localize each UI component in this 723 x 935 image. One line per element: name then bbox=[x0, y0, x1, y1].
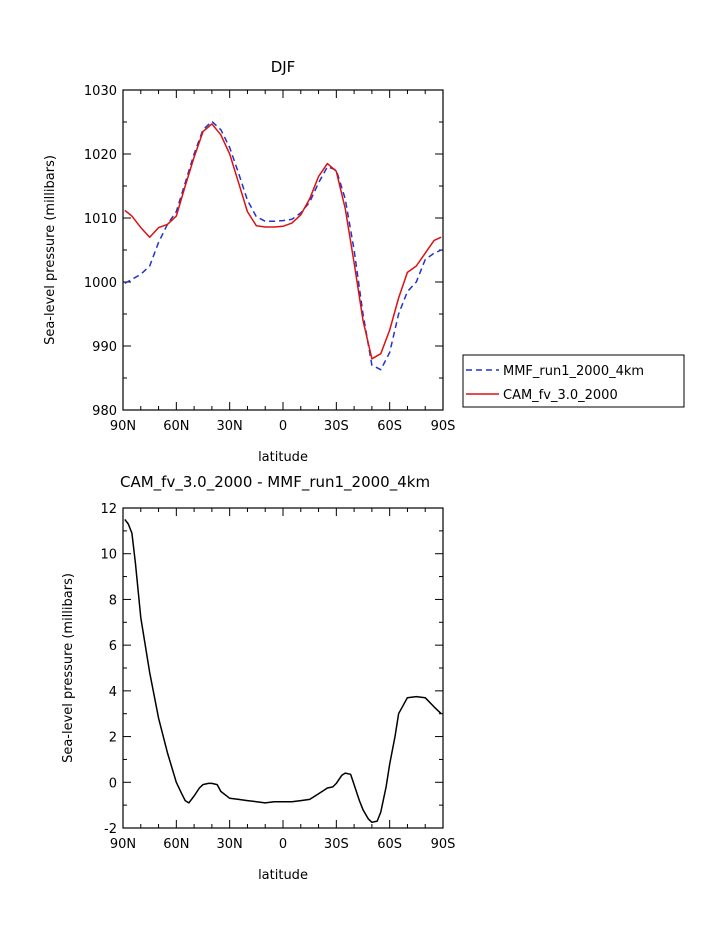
bottom-chart-x-axis-label: latitude bbox=[258, 868, 308, 883]
bottom-chart-plot-area bbox=[122, 507, 444, 829]
top-chart-y-tick-label: 1020 bbox=[84, 148, 117, 163]
top-chart-x-tick-label: 30N bbox=[217, 419, 243, 434]
top-chart-x-tick-label: 60S bbox=[377, 419, 402, 434]
top-chart-y-tick-label: 1030 bbox=[84, 84, 117, 99]
bottom-chart-x-tick-label: 60S bbox=[377, 837, 402, 852]
bottom-chart-y-tick-label: 0 bbox=[109, 776, 117, 791]
bottom-chart-y-tick-label: -2 bbox=[104, 822, 117, 837]
top-chart-y-tick-label: 1000 bbox=[84, 276, 117, 291]
top-chart-y-tick-label: 1010 bbox=[84, 212, 117, 227]
bottom-chart-series-line-0 bbox=[124, 518, 442, 824]
bottom-chart-y-axis-label: Sea-level pressure (millibars) bbox=[61, 573, 76, 763]
bottom-chart-y-tick-label: 8 bbox=[109, 593, 117, 608]
top-chart-y-tick-labels: 980 990 1000 1010 1020 1030 bbox=[84, 84, 117, 419]
top-chart-ticks bbox=[122, 89, 444, 411]
top-chart-series-line-0 bbox=[124, 120, 442, 371]
legend-label-mmf: MMF_run1_2000_4km bbox=[503, 364, 644, 379]
top-chart-x-tick-label: 90N bbox=[110, 419, 136, 434]
bottom-chart-y-tick-label: 4 bbox=[109, 685, 117, 700]
bottom-chart-y-tick-label: 12 bbox=[100, 502, 117, 517]
top-chart-title: DJF bbox=[271, 58, 296, 76]
top-chart-x-tick-label: 0 bbox=[279, 419, 287, 434]
bottom-chart-x-tick-label: 60N bbox=[163, 837, 189, 852]
top-chart-y-tick-label: 980 bbox=[92, 404, 117, 419]
top-chart-x-tick-label: 30S bbox=[324, 419, 349, 434]
bottom-chart-y-tick-label: 6 bbox=[109, 639, 117, 654]
bottom-chart-x-tick-label: 0 bbox=[279, 837, 287, 852]
bottom-chart-x-tick-label: 30N bbox=[217, 837, 243, 852]
bottom-chart-x-tick-label: 90N bbox=[110, 837, 136, 852]
top-chart-plot-area bbox=[122, 89, 444, 411]
top-chart-x-axis-label: latitude bbox=[258, 450, 308, 465]
legend: MMF_run1_2000_4km CAM_fv_3.0_2000 bbox=[462, 354, 685, 408]
top-chart-y-axis-label: Sea-level pressure (millibars) bbox=[43, 155, 58, 345]
bottom-chart-panel: CAM_fv_3.0_2000 - MMF_run1_2000_4km 90N 6… bbox=[61, 473, 455, 883]
top-chart-y-tick-label: 990 bbox=[92, 340, 117, 355]
bottom-chart-x-tick-label: 30S bbox=[324, 837, 349, 852]
bottom-chart-title: CAM_fv_3.0_2000 - MMF_run1_2000_4km bbox=[120, 473, 430, 492]
top-chart-x-tick-labels: 90N 60N 30N 0 30S 60S 90S bbox=[110, 419, 456, 434]
bottom-chart-x-tick-label: 90S bbox=[431, 837, 456, 852]
top-chart-x-tick-label: 90S bbox=[431, 419, 456, 434]
top-chart-panel: DJF 90N 60N 30N 0 30S 60S 90S 980 990 1000 1010 10… bbox=[43, 58, 685, 465]
legend-box bbox=[462, 354, 685, 408]
bottom-chart-y-tick-label: 10 bbox=[100, 548, 117, 563]
bottom-chart-x-tick-labels: 90N 60N 30N 0 30S 60S 90S bbox=[110, 837, 456, 852]
bottom-chart-y-tick-labels: -2 0 2 4 6 8 10 12 bbox=[100, 502, 117, 837]
bottom-chart-y-tick-label: 2 bbox=[109, 731, 117, 746]
top-chart-series bbox=[124, 120, 442, 371]
top-chart-x-tick-label: 60N bbox=[163, 419, 189, 434]
legend-label-cam: CAM_fv_3.0_2000 bbox=[503, 388, 618, 403]
bottom-chart-ticks bbox=[122, 507, 444, 829]
top-chart-series-line-1 bbox=[124, 123, 442, 360]
bottom-chart-series bbox=[124, 518, 442, 824]
